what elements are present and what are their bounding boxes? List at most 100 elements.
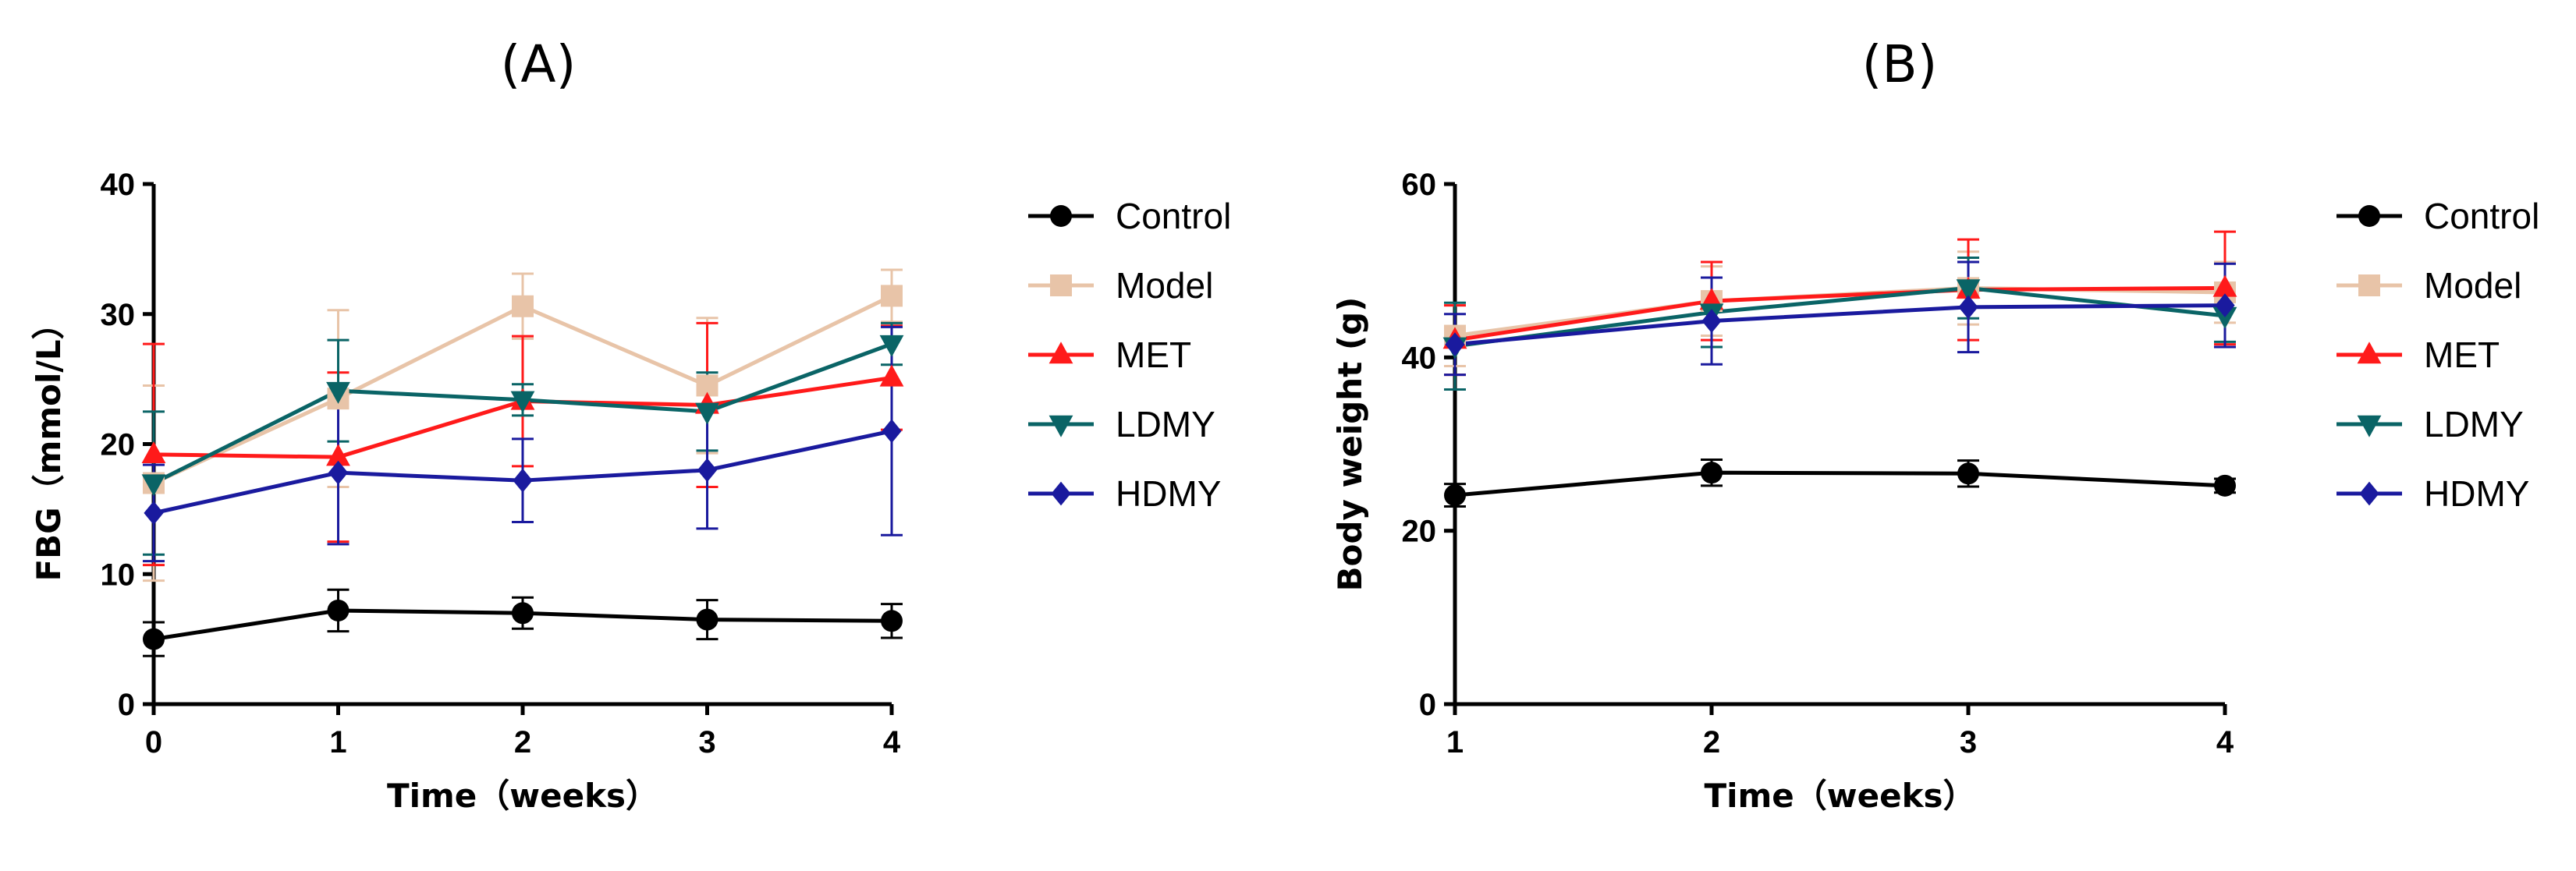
data-point bbox=[881, 285, 903, 307]
error-bars-model bbox=[1444, 250, 2236, 367]
legend-marker bbox=[1051, 481, 1071, 506]
data-point bbox=[1701, 309, 1722, 334]
data-point bbox=[512, 295, 534, 317]
markers-hdmy bbox=[1445, 293, 2235, 357]
markers-hdmy bbox=[144, 419, 902, 526]
y-tick-label: 0 bbox=[1419, 688, 1436, 722]
error-bars-hdmy bbox=[1444, 260, 2236, 377]
legend-item-met: MET bbox=[2336, 335, 2500, 375]
markers-control bbox=[1444, 462, 2236, 507]
x-tick-label: 1 bbox=[1446, 725, 1464, 759]
legend-label: Model bbox=[2424, 265, 2521, 306]
y-axis-label: Body weight (g) bbox=[1331, 297, 1369, 592]
x-tick-label: 1 bbox=[329, 725, 346, 759]
y-tick-label: 20 bbox=[101, 428, 136, 462]
y-tick-label: 40 bbox=[101, 168, 136, 202]
legend-item-met: MET bbox=[1028, 335, 1191, 375]
legend-item-ldmy: LDMY bbox=[1028, 404, 1215, 444]
legend-marker bbox=[1050, 205, 1072, 227]
x-tick-label: 3 bbox=[698, 725, 715, 759]
data-point bbox=[327, 599, 349, 621]
data-point bbox=[326, 444, 350, 466]
x-axis-label: Time（weeks） bbox=[387, 777, 658, 815]
legend-item-model: Model bbox=[2336, 265, 2521, 306]
legend-label: LDMY bbox=[2424, 404, 2524, 444]
markers-ldmy bbox=[141, 335, 904, 497]
legend-label: MET bbox=[1116, 335, 1191, 375]
markers-control bbox=[143, 599, 903, 650]
panel-b-title: (B) bbox=[1862, 34, 1938, 94]
series-line-hdmy bbox=[1454, 303, 2226, 347]
markers-met bbox=[1442, 274, 2237, 349]
data-point bbox=[513, 468, 533, 493]
data-point bbox=[326, 381, 350, 404]
data-point bbox=[879, 364, 904, 387]
legend-item-model: Model bbox=[1028, 265, 1213, 306]
data-point bbox=[510, 391, 535, 413]
y-tick-label: 20 bbox=[1402, 515, 1437, 549]
data-point bbox=[1445, 332, 1465, 357]
panel-a-legend: Control Model MET LDMY HDMY bbox=[1028, 196, 1231, 514]
legend-item-hdmy: HDMY bbox=[2336, 473, 2529, 514]
legend-marker bbox=[1048, 342, 1073, 364]
legend-item-control: Control bbox=[1028, 196, 1231, 236]
legend-marker bbox=[2358, 274, 2380, 296]
data-point bbox=[881, 610, 903, 632]
x-tick-label: 4 bbox=[883, 725, 901, 759]
data-point bbox=[512, 602, 534, 625]
legend-marker bbox=[1048, 415, 1073, 437]
legend-label: Control bbox=[1116, 196, 1231, 236]
y-axis-label: FBG（mmol/L） bbox=[30, 306, 68, 581]
series-line-ldmy bbox=[1454, 285, 2226, 349]
data-point bbox=[1701, 462, 1723, 484]
data-point bbox=[141, 441, 166, 464]
x-tick-label: 2 bbox=[1703, 725, 1720, 759]
legend-marker bbox=[2358, 205, 2380, 227]
series-line-control bbox=[1454, 470, 2226, 497]
data-point bbox=[882, 419, 902, 444]
data-point bbox=[2212, 306, 2237, 329]
legend-marker bbox=[2357, 342, 2382, 364]
data-point bbox=[1956, 279, 1981, 302]
y-tick-label: 0 bbox=[118, 688, 135, 722]
y-tick-label: 10 bbox=[101, 558, 136, 592]
data-point bbox=[696, 608, 719, 631]
data-point bbox=[1444, 484, 1466, 507]
data-point bbox=[328, 460, 349, 485]
legend-label: HDMY bbox=[1116, 473, 1221, 514]
data-point bbox=[2214, 474, 2236, 497]
x-tick-label: 0 bbox=[145, 725, 162, 759]
legend-label: HDMY bbox=[2424, 473, 2529, 514]
legend-item-hdmy: HDMY bbox=[1028, 473, 1221, 514]
data-point bbox=[141, 474, 166, 497]
data-point bbox=[1958, 295, 1978, 320]
data-point bbox=[2212, 274, 2237, 297]
x-tick-label: 4 bbox=[2216, 725, 2234, 759]
legend-item-ldmy: LDMY bbox=[2336, 404, 2524, 444]
x-tick-label: 2 bbox=[514, 725, 531, 759]
x-tick-label: 3 bbox=[1960, 725, 1977, 759]
series-line-met bbox=[1454, 285, 2226, 342]
data-point bbox=[1957, 462, 1979, 485]
legend-label: Control bbox=[2424, 196, 2539, 236]
legend-marker bbox=[2359, 481, 2379, 506]
data-point bbox=[695, 402, 719, 425]
y-tick-label: 40 bbox=[1402, 341, 1437, 375]
y-tick-label: 30 bbox=[101, 298, 136, 332]
panel-a-chart: 0 10 20 30 40 0 1 2 3 4 Time（weeks） FBG（mmol/L） bbox=[30, 168, 904, 815]
data-point bbox=[143, 628, 165, 650]
data-point bbox=[2215, 293, 2235, 318]
error-bars-control bbox=[1444, 459, 2236, 508]
data-point bbox=[697, 458, 718, 483]
data-point bbox=[879, 335, 904, 357]
y-tick-label: 60 bbox=[1402, 168, 1437, 202]
panel-a-title: (A) bbox=[501, 34, 577, 94]
legend-label: MET bbox=[2424, 335, 2500, 375]
legend-item-control: Control bbox=[2336, 196, 2539, 236]
legend-label: Model bbox=[1116, 265, 1213, 306]
legend-marker bbox=[2357, 415, 2382, 437]
data-point bbox=[144, 501, 164, 526]
legend-label: LDMY bbox=[1116, 404, 1215, 444]
panel-b-legend: Control Model MET LDMY HDMY bbox=[2336, 196, 2539, 514]
